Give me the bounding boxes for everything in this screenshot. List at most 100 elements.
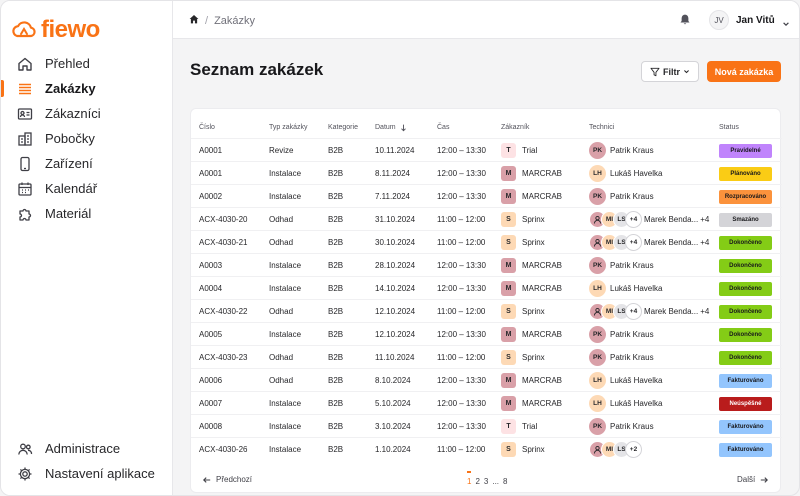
nav-item-pobocky[interactable]: Pobočky xyxy=(9,126,165,151)
column-header-cislo[interactable]: Číslo xyxy=(199,124,215,131)
cell-cislo: A0002 xyxy=(199,192,223,201)
cell-cislo: ACX-4030-23 xyxy=(199,353,248,362)
nav-item-administrace[interactable]: Administrace xyxy=(9,436,165,461)
table-row[interactable]: A0001 Revize B2B 10.11.2024 12:00 – 13:3… xyxy=(191,138,782,161)
page-title: Seznam zakázek xyxy=(190,60,324,79)
table-row[interactable]: A0003 Instalace B2B 28.10.2024 12:00 – 1… xyxy=(191,253,782,276)
cell-cas: 12:00 – 13:30 xyxy=(437,169,486,178)
page-number[interactable]: 1 xyxy=(467,471,472,486)
nav-item-zakaznici[interactable]: Zákazníci xyxy=(9,101,165,126)
cell-status: Dokončeno xyxy=(719,277,772,300)
home-icon[interactable] xyxy=(189,14,199,27)
cell-typ: Instalace xyxy=(269,169,302,178)
table-row[interactable]: A0005 Instalace B2B 12.10.2024 12:00 – 1… xyxy=(191,322,782,345)
filter-button[interactable]: Filtr xyxy=(641,61,699,82)
table-row[interactable]: ACX-4030-22 Odhad B2B 12.10.2024 11:00 –… xyxy=(191,299,782,322)
page-number[interactable]: 2 xyxy=(475,477,480,486)
sidebar: fiewo Přehled Zakázky Zákazníci xyxy=(1,1,173,495)
customer-avatar: M xyxy=(501,396,516,411)
cell-cislo: ACX-4030-26 xyxy=(199,445,248,454)
cell-zakaznik: S Sprinx xyxy=(501,346,545,369)
cell-status: Dokončeno xyxy=(719,300,772,323)
column-header-datum[interactable]: Datum xyxy=(375,124,407,132)
cell-typ: Instalace xyxy=(269,422,302,431)
column-header-technici[interactable]: Technici xyxy=(589,124,615,131)
technician-avatar: PK xyxy=(589,326,606,343)
table-row[interactable]: ACX-4030-26 Instalace B2B 1.10.2024 11:0… xyxy=(191,437,782,460)
filter-label: Filtr xyxy=(663,66,680,77)
cell-datum: 10.11.2024 xyxy=(375,146,415,155)
table-row[interactable]: A0004 Instalace B2B 14.10.2024 12:00 – 1… xyxy=(191,276,782,299)
nav-item-prehled[interactable]: Přehled xyxy=(9,51,165,76)
column-header-zakaznik[interactable]: Zákazník xyxy=(501,124,530,131)
technician-avatar: LH xyxy=(589,395,606,412)
gear-icon xyxy=(17,466,33,482)
cell-kategorie: B2B xyxy=(328,192,344,201)
customer-name: MARCRAB xyxy=(522,376,563,385)
table-row[interactable]: A0006 Odhad B2B 8.10.2024 12:00 – 13:30 … xyxy=(191,368,782,391)
breadcrumb-separator: / xyxy=(205,14,209,27)
nav-item-zakazky[interactable]: Zakázky xyxy=(1,76,165,101)
technician-avatar-stack: MI LS +4 xyxy=(589,234,642,251)
cell-cas: 12:00 – 13:30 xyxy=(437,330,486,339)
calendar-icon xyxy=(17,181,33,197)
nav-item-zarizeni[interactable]: Zařízení xyxy=(9,151,165,176)
customer-name: MARCRAB xyxy=(522,330,563,339)
table-row[interactable]: ACX-4030-23 Odhad B2B 11.10.2024 11:00 –… xyxy=(191,345,782,368)
table-row[interactable]: A0001 Instalace B2B 8.11.2024 12:00 – 13… xyxy=(191,161,782,184)
technician-name: Patrik Kraus xyxy=(610,330,654,339)
cell-technici: PK Patrik Kraus xyxy=(589,139,654,162)
page-number[interactable]: 8 xyxy=(503,477,508,486)
cell-typ: Odhad xyxy=(269,215,294,224)
technician-name: Patrik Kraus xyxy=(610,192,654,201)
technician-name: Patrik Kraus xyxy=(610,422,654,431)
cell-typ: Instalace xyxy=(269,330,302,339)
bell-icon[interactable] xyxy=(679,13,691,31)
customer-avatar: S xyxy=(501,235,516,250)
sidebar-bottom: Administrace Nastavení aplikace xyxy=(9,436,165,486)
arrow-right-icon xyxy=(761,476,769,483)
nav-item-material[interactable]: Materiál xyxy=(9,201,165,226)
column-header-typ[interactable]: Typ zakázky xyxy=(269,124,308,131)
technician-name: Marek Benda... xyxy=(644,238,699,247)
cell-technici: LH Lukáš Havelka xyxy=(589,162,662,185)
nav-item-nastaveni[interactable]: Nastavení aplikace xyxy=(9,461,165,486)
new-order-button[interactable]: Nová zakázka xyxy=(707,61,781,82)
nav-item-kalendar[interactable]: Kalendář xyxy=(9,176,165,201)
cell-datum: 12.10.2024 xyxy=(375,307,416,316)
table-row[interactable]: ACX-4030-20 Odhad B2B 31.10.2024 11:00 –… xyxy=(191,207,782,230)
status-badge: Dokončeno xyxy=(719,235,772,250)
cell-zakaznik: M MARCRAB xyxy=(501,162,562,185)
customer-avatar: S xyxy=(501,442,516,457)
list-icon xyxy=(17,81,33,97)
chevron-down-icon[interactable] xyxy=(782,15,790,33)
page-number[interactable]: 3 xyxy=(483,477,489,486)
next-page-button[interactable]: Další xyxy=(737,475,769,484)
prev-label: Předchozí xyxy=(216,475,253,484)
prev-page-button[interactable]: Předchozí xyxy=(203,475,252,484)
column-header-kategorie[interactable]: Kategorie xyxy=(328,124,358,131)
cell-typ: Instalace xyxy=(269,445,302,454)
customer-name: MARCRAB xyxy=(522,192,563,201)
table-row[interactable]: ACX-4030-21 Odhad B2B 30.10.2024 11:00 –… xyxy=(191,230,782,253)
cell-zakaznik: M MARCRAB xyxy=(501,185,562,208)
table-row[interactable]: A0007 Instalace B2B 5.10.2024 12:00 – 13… xyxy=(191,391,782,414)
user-avatar[interactable]: JV xyxy=(709,10,729,30)
more-technicians-count: +4 xyxy=(625,303,642,320)
cell-typ: Odhad xyxy=(269,307,294,316)
customer-name: MARCRAB xyxy=(522,169,563,178)
table-row[interactable]: A0008 Instalace B2B 3.10.2024 12:00 – 13… xyxy=(191,414,782,437)
cell-status: Dokončeno xyxy=(719,254,772,277)
cell-kategorie: B2B xyxy=(328,146,344,155)
user-name[interactable]: Jan Vitů xyxy=(736,15,775,26)
column-header-cas[interactable]: Čas xyxy=(437,124,450,131)
cell-cislo: A0005 xyxy=(199,330,223,339)
cell-datum: 8.10.2024 xyxy=(375,376,411,385)
technician-avatar: LH xyxy=(589,165,606,182)
customer-name: Sprinx xyxy=(522,353,545,362)
status-badge: Smazáno xyxy=(719,212,772,227)
column-header-status[interactable]: Status xyxy=(719,124,739,131)
brand-logo[interactable]: fiewo xyxy=(11,15,100,45)
table-row[interactable]: A0002 Instalace B2B 7.11.2024 12:00 – 13… xyxy=(191,184,782,207)
cell-kategorie: B2B xyxy=(328,445,344,454)
